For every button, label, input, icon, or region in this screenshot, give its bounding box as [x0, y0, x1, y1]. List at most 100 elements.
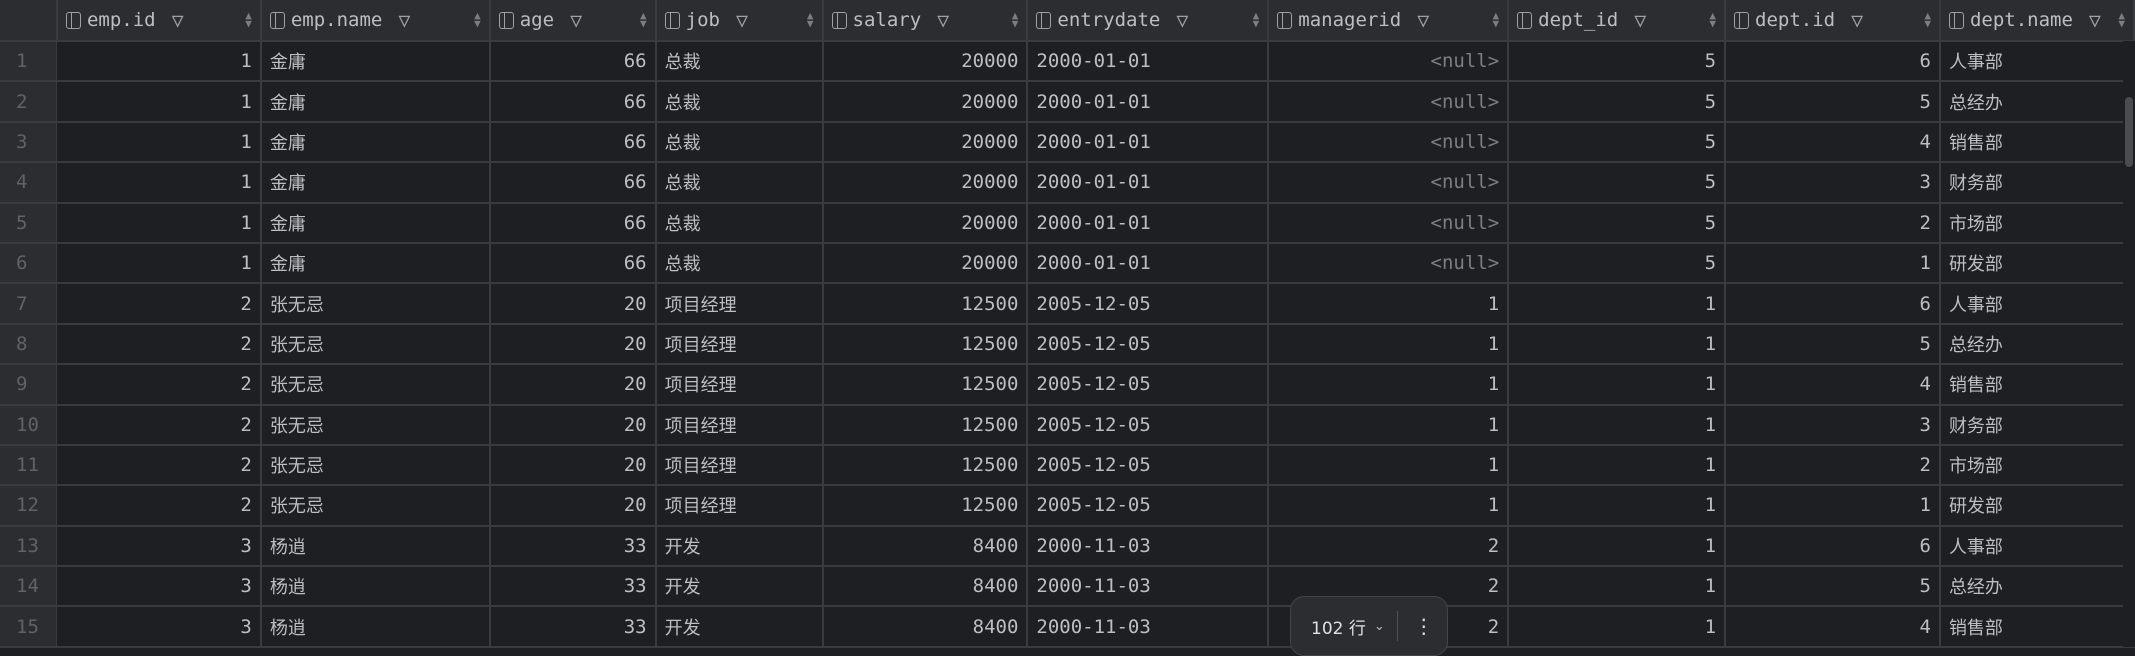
cell-emp-id[interactable]: 2	[56, 444, 262, 487]
cell-job[interactable]: 总裁	[655, 41, 824, 83]
cell-dept-id2[interactable]: 4	[1725, 121, 1941, 164]
cell-job[interactable]: 项目经理	[655, 364, 824, 406]
cell-entrydate[interactable]: 2000-11-03	[1027, 606, 1270, 648]
cell-emp-name[interactable]: 张无忌	[260, 485, 491, 527]
cell-emp-name[interactable]: 金庸	[260, 41, 491, 83]
cell-dept-id2[interactable]: 3	[1725, 404, 1941, 446]
sort-icon[interactable]: ▲ ▼	[640, 9, 647, 30]
cell-dept-id2[interactable]: 2	[1725, 202, 1941, 244]
sort-icon[interactable]: ▲ ▼	[1011, 9, 1019, 30]
cell-dept-id2[interactable]: 6	[1725, 41, 1941, 83]
cell-emp-id[interactable]: 2	[56, 323, 262, 366]
cell-job[interactable]: 总裁	[655, 202, 824, 244]
cell-dept-id2[interactable]: 6	[1725, 283, 1941, 325]
cell-salary[interactable]: 12500	[822, 323, 1029, 366]
cell-salary[interactable]: 20000	[822, 242, 1029, 285]
cell-managerid[interactable]: <null>	[1268, 121, 1510, 164]
cell-emp-id[interactable]: 1	[56, 41, 262, 83]
cell-dept-id2[interactable]: 2	[1725, 444, 1941, 487]
cell-dept-id2[interactable]: 5	[1725, 323, 1941, 366]
cell-salary[interactable]: 20000	[822, 162, 1029, 204]
sort-icon[interactable]: ▲ ▼	[1924, 9, 1931, 30]
cell-entrydate[interactable]: 2000-01-01	[1027, 202, 1270, 244]
sort-icon[interactable]: ▲ ▼	[1492, 9, 1500, 30]
cell-salary[interactable]: 12500	[822, 283, 1029, 325]
cell-entrydate[interactable]: 2005-12-05	[1027, 323, 1270, 366]
cell-managerid[interactable]: 1	[1268, 283, 1510, 325]
cell-emp-name[interactable]: 杨逍	[260, 525, 491, 568]
cell-salary[interactable]: 20000	[822, 81, 1029, 123]
cell-dept-id[interactable]: 5	[1508, 162, 1727, 204]
cell-dept-id2[interactable]: 1	[1725, 242, 1941, 285]
cell-entrydate[interactable]: 2000-11-03	[1027, 525, 1270, 568]
cell-entrydate[interactable]: 2000-01-01	[1027, 121, 1270, 164]
cell-dept-id[interactable]: 1	[1508, 323, 1727, 366]
cell-managerid[interactable]: <null>	[1268, 41, 1510, 83]
cell-age[interactable]: 66	[489, 242, 657, 285]
cell-managerid[interactable]: <null>	[1268, 162, 1510, 204]
column-header-dept-id2[interactable]: dept.id ▽ ▲ ▼	[1725, 0, 1941, 42]
cell-entrydate[interactable]: 2000-01-01	[1027, 162, 1270, 204]
table-row[interactable]: 14 3 杨逍 33 开发 8400 2000-11-03 2 1 5 总经办	[0, 566, 2135, 608]
cell-salary[interactable]: 8400	[822, 525, 1029, 568]
cell-emp-name[interactable]: 张无忌	[260, 444, 491, 487]
sort-icon[interactable]: ▲ ▼	[1252, 9, 1260, 30]
cell-dept-name[interactable]: 销售部	[1939, 121, 2135, 164]
cell-dept-id2[interactable]: 4	[1725, 364, 1941, 406]
cell-dept-id[interactable]: 1	[1508, 606, 1727, 648]
cell-job[interactable]: 开发	[655, 525, 824, 568]
cell-age[interactable]: 33	[489, 606, 657, 648]
cell-managerid[interactable]: 1	[1268, 444, 1510, 487]
filter-icon[interactable]: ▽	[937, 8, 950, 32]
cell-emp-id[interactable]: 1	[56, 81, 262, 123]
cell-emp-id[interactable]: 2	[56, 364, 262, 406]
row-count-dropdown[interactable]: 102 行 ⌄	[1291, 614, 1385, 639]
cell-dept-id2[interactable]: 5	[1725, 566, 1941, 608]
cell-age[interactable]: 66	[489, 202, 657, 244]
column-header-salary[interactable]: salary ▽ ▲ ▼	[822, 0, 1029, 42]
cell-dept-name[interactable]: 人事部	[1939, 41, 2135, 83]
cell-salary[interactable]: 20000	[822, 202, 1029, 244]
cell-managerid[interactable]: 2	[1268, 525, 1510, 568]
cell-managerid[interactable]: 1	[1268, 323, 1510, 366]
cell-emp-id[interactable]: 1	[56, 242, 262, 285]
cell-dept-name[interactable]: 人事部	[1939, 525, 2135, 568]
cell-age[interactable]: 66	[489, 162, 657, 204]
scrollbar-thumb[interactable]	[2125, 97, 2133, 167]
cell-dept-id[interactable]: 1	[1508, 566, 1727, 608]
sort-icon[interactable]: ▲ ▼	[474, 9, 481, 30]
cell-dept-id2[interactable]: 4	[1725, 606, 1941, 648]
table-row[interactable]: 6 1 金庸 66 总裁 20000 2000-01-01 <null> 5 1 研发部	[0, 242, 2135, 285]
cell-entrydate[interactable]: 2005-12-05	[1027, 364, 1270, 406]
cell-managerid[interactable]: 1	[1268, 485, 1510, 527]
cell-entrydate[interactable]: 2005-12-05	[1027, 283, 1270, 325]
cell-dept-name[interactable]: 财务部	[1939, 162, 2135, 204]
sort-icon[interactable]: ▲ ▼	[2118, 9, 2125, 30]
cell-age[interactable]: 20	[489, 404, 657, 446]
cell-job[interactable]: 项目经理	[655, 444, 824, 487]
cell-emp-id[interactable]: 2	[56, 283, 262, 325]
cell-job[interactable]: 项目经理	[655, 404, 824, 446]
cell-salary[interactable]: 12500	[822, 485, 1029, 527]
cell-entrydate[interactable]: 2000-01-01	[1027, 242, 1270, 285]
cell-salary[interactable]: 20000	[822, 41, 1029, 83]
cell-emp-id[interactable]: 1	[56, 121, 262, 164]
cell-age[interactable]: 66	[489, 121, 657, 164]
table-row[interactable]: 4 1 金庸 66 总裁 20000 2000-01-01 <null> 5 3 财务部	[0, 162, 2135, 204]
sort-icon[interactable]: ▲ ▼	[245, 9, 252, 30]
cell-salary[interactable]: 12500	[822, 404, 1029, 446]
filter-icon[interactable]: ▽	[171, 8, 184, 32]
cell-emp-name[interactable]: 金庸	[260, 242, 491, 285]
table-row[interactable]: 15 3 杨逍 33 开发 8400 2000-11-03 2 1 4 销售部	[0, 606, 2135, 648]
cell-salary[interactable]: 20000	[822, 121, 1029, 164]
cell-job[interactable]: 开发	[655, 606, 824, 648]
cell-managerid[interactable]: 1	[1268, 364, 1510, 406]
cell-dept-id2[interactable]: 1	[1725, 485, 1941, 527]
cell-age[interactable]: 20	[489, 485, 657, 527]
cell-dept-id[interactable]: 5	[1508, 202, 1727, 244]
cell-managerid[interactable]: 1	[1268, 404, 1510, 446]
cell-job[interactable]: 项目经理	[655, 323, 824, 366]
cell-emp-name[interactable]: 张无忌	[260, 364, 491, 406]
cell-age[interactable]: 20	[489, 323, 657, 366]
table-row[interactable]: 11 2 张无忌 20 项目经理 12500 2005-12-05 1 1 2 市场部	[0, 444, 2135, 487]
